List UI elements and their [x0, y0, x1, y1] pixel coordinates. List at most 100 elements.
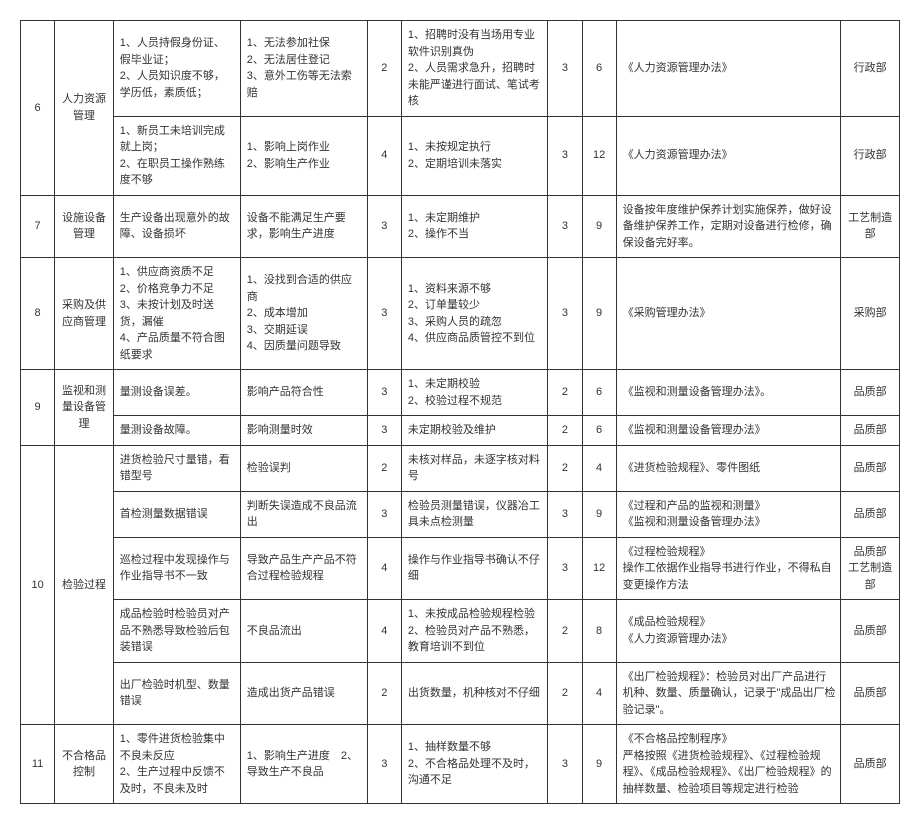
row-id: 11: [21, 725, 55, 804]
cell-c9: 设备按年度维护保养计划实施保养，做好设备维护保养工作，定期对设备进行检修，确保设…: [616, 195, 841, 258]
cell-c6: 1、资料来源不够2、订单量较少3、采购人员的疏忽4、供应商品质管控不到位: [401, 258, 548, 370]
cell-c4: 1、没找到合适的供应商2、成本增加3、交期延误4、因质量问题导致: [240, 258, 367, 370]
cell-c5: 4: [367, 116, 401, 195]
cell-c3: 1、零件进货检验集中不良未反应2、生产过程中反馈不及时，不良未及时: [113, 725, 240, 804]
cell-c5: 4: [367, 537, 401, 600]
cell-c9: 《人力资源管理办法》: [616, 21, 841, 117]
row-id: 7: [21, 195, 55, 258]
table-row: 出厂检验时机型、数量错误造成出货产品错误2出货数量，机种核对不仔细24《出厂检验…: [21, 662, 900, 725]
table-row: 首检测量数据错误判断失误造成不良品流出3检验员测量错误，仪器冶工具未点检测量39…: [21, 491, 900, 537]
cell-c4: 1、无法参加社保2、无法居住登记3、意外工伤等无法索赔: [240, 21, 367, 117]
cell-c6: 出货数量，机种核对不仔细: [401, 662, 548, 725]
cell-c5: 2: [367, 445, 401, 491]
cell-c10: 行政部: [841, 116, 900, 195]
cell-c7: 3: [548, 21, 582, 117]
cell-c3: 量测设备故障。: [113, 416, 240, 446]
cell-c10: 采购部: [841, 258, 900, 370]
table-row: 巡检过程中发现操作与作业指导书不一致导致产品生产产品不符合过程检验规程4操作与作…: [21, 537, 900, 600]
table-row: 8采购及供应商管理1、供应商资质不足2、价格竞争力不足3、未按计划及时送货，漏催…: [21, 258, 900, 370]
cell-c3: 巡检过程中发现操作与作业指导书不一致: [113, 537, 240, 600]
cell-c10: 工艺制造部: [841, 195, 900, 258]
cell-c3: 1、供应商资质不足2、价格竞争力不足3、未按计划及时送货，漏催4、产品质量不符合…: [113, 258, 240, 370]
cell-c7: 3: [548, 537, 582, 600]
cell-c8: 6: [582, 416, 616, 446]
cell-c5: 3: [367, 195, 401, 258]
cell-c3: 首检测量数据错误: [113, 491, 240, 537]
cell-c5: 3: [367, 370, 401, 416]
cell-c7: 2: [548, 445, 582, 491]
cell-c8: 8: [582, 600, 616, 663]
cell-c5: 2: [367, 21, 401, 117]
cell-c4: 导致产品生产产品不符合过程检验规程: [240, 537, 367, 600]
cell-c10: 品质部: [841, 445, 900, 491]
cell-c5: 3: [367, 258, 401, 370]
cell-c10: 品质部: [841, 600, 900, 663]
cell-c4: 造成出货产品错误: [240, 662, 367, 725]
category: 设施设备管理: [55, 195, 114, 258]
cell-c6: 1、未定期维护2、操作不当: [401, 195, 548, 258]
cell-c7: 2: [548, 370, 582, 416]
cell-c6: 1、招聘时没有当场用专业软件识别真伪2、人员需求急升，招聘时未能严谨进行面试、笔…: [401, 21, 548, 117]
cell-c6: 未核对样品，未逐字核对料号: [401, 445, 548, 491]
cell-c4: 1、影响上岗作业2、影响生产作业: [240, 116, 367, 195]
row-id: 8: [21, 258, 55, 370]
cell-c9: 《成品检验规程》《人力资源管理办法》: [616, 600, 841, 663]
cell-c5: 4: [367, 600, 401, 663]
cell-c9: 《不合格品控制程序》严格按照《进货检验规程》、《过程检验规程》、《成品检验规程》…: [616, 725, 841, 804]
cell-c4: 1、影响生产进度 2、导致生产不良品: [240, 725, 367, 804]
cell-c6: 操作与作业指导书确认不仔细: [401, 537, 548, 600]
cell-c8: 12: [582, 116, 616, 195]
cell-c9: 《过程和产品的监视和测量》《监视和测量设备管理办法》: [616, 491, 841, 537]
cell-c9: 《采购管理办法》: [616, 258, 841, 370]
cell-c9: 《监视和测量设备管理办法》: [616, 416, 841, 446]
cell-c7: 3: [548, 725, 582, 804]
cell-c6: 1、未按成品检验规程检验2、检验员对产品不熟悉，教育培训不到位: [401, 600, 548, 663]
table-row: 9监视和测量设备管理量测设备误差。影响产品符合性31、未定期校验2、校验过程不规…: [21, 370, 900, 416]
cell-c10: 品质部: [841, 491, 900, 537]
cell-c8: 6: [582, 21, 616, 117]
cell-c3: 生产设备出现意外的故障、设备损坏: [113, 195, 240, 258]
risk-table: 6人力资源管理1、人员持假身份证、假毕业证；2、人员知识度不够，学历低，素质低；…: [20, 20, 900, 804]
cell-c9: 《人力资源管理办法》: [616, 116, 841, 195]
row-id: 10: [21, 445, 55, 725]
cell-c7: 2: [548, 416, 582, 446]
cell-c3: 出厂检验时机型、数量错误: [113, 662, 240, 725]
table-row: 10检验过程进货检验尺寸量错，看错型号检验误判2未核对样品，未逐字核对料号24《…: [21, 445, 900, 491]
cell-c5: 2: [367, 662, 401, 725]
cell-c9: 《出厂检验规程》：检验员对出厂产品进行机种、数量、质量确认，记录于"成品出厂检验…: [616, 662, 841, 725]
cell-c4: 影响测量时效: [240, 416, 367, 446]
cell-c4: 不良品流出: [240, 600, 367, 663]
cell-c10: 行政部: [841, 21, 900, 117]
cell-c7: 3: [548, 491, 582, 537]
cell-c8: 9: [582, 258, 616, 370]
cell-c3: 1、新员工未培训完成就上岗；2、在职员工操作熟练度不够: [113, 116, 240, 195]
category: 采购及供应商管理: [55, 258, 114, 370]
cell-c4: 设备不能满足生产要求，影响生产进度: [240, 195, 367, 258]
cell-c8: 9: [582, 725, 616, 804]
cell-c5: 3: [367, 491, 401, 537]
category: 不合格品控制: [55, 725, 114, 804]
cell-c9: 《监视和测量设备管理办法》。: [616, 370, 841, 416]
cell-c6: 1、未定期校验2、校验过程不规范: [401, 370, 548, 416]
table-row: 6人力资源管理1、人员持假身份证、假毕业证；2、人员知识度不够，学历低，素质低；…: [21, 21, 900, 117]
cell-c3: 进货检验尺寸量错，看错型号: [113, 445, 240, 491]
table-row: 7设施设备管理生产设备出现意外的故障、设备损坏设备不能满足生产要求，影响生产进度…: [21, 195, 900, 258]
cell-c7: 3: [548, 258, 582, 370]
cell-c8: 6: [582, 370, 616, 416]
cell-c7: 3: [548, 116, 582, 195]
cell-c5: 3: [367, 416, 401, 446]
cell-c10: 品质部: [841, 416, 900, 446]
cell-c3: 量测设备误差。: [113, 370, 240, 416]
cell-c10: 品质部: [841, 725, 900, 804]
cell-c3: 成品检验时检验员对产品不熟悉导致检验后包装错误: [113, 600, 240, 663]
cell-c9: 《进货检验规程》、零件图纸: [616, 445, 841, 491]
cell-c7: 3: [548, 195, 582, 258]
row-id: 9: [21, 370, 55, 446]
row-id: 6: [21, 21, 55, 196]
cell-c4: 影响产品符合性: [240, 370, 367, 416]
table-row: 1、新员工未培训完成就上岗；2、在职员工操作熟练度不够1、影响上岗作业2、影响生…: [21, 116, 900, 195]
cell-c3: 1、人员持假身份证、假毕业证；2、人员知识度不够，学历低，素质低；: [113, 21, 240, 117]
cell-c6: 检验员测量错误，仪器冶工具未点检测量: [401, 491, 548, 537]
cell-c8: 12: [582, 537, 616, 600]
category: 检验过程: [55, 445, 114, 725]
